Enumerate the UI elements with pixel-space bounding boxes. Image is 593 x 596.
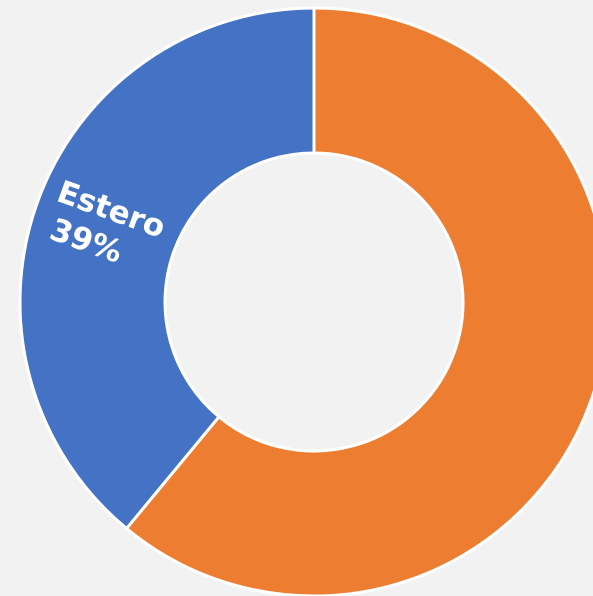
donut-segment <box>124 6 593 596</box>
donut-segment <box>18 6 316 531</box>
